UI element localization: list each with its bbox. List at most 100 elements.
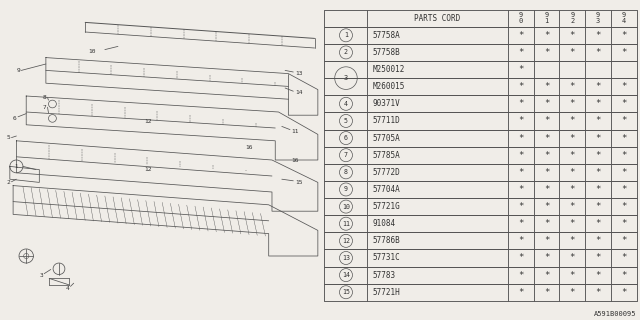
Bar: [585, 10, 611, 27]
Text: *: *: [621, 271, 627, 280]
Text: *: *: [570, 99, 575, 108]
Bar: [324, 215, 367, 232]
Text: 12: 12: [342, 238, 350, 244]
Text: *: *: [595, 82, 601, 91]
Bar: [585, 164, 611, 181]
Bar: [324, 61, 367, 78]
Text: 91084: 91084: [372, 219, 396, 228]
Text: *: *: [544, 219, 549, 228]
Bar: [585, 249, 611, 267]
Text: *: *: [595, 236, 601, 245]
Text: *: *: [595, 288, 601, 297]
Bar: [559, 61, 585, 78]
Bar: [585, 44, 611, 61]
Text: *: *: [544, 185, 549, 194]
Text: *: *: [518, 133, 524, 143]
Text: *: *: [621, 99, 627, 108]
Text: 6: 6: [13, 116, 17, 121]
Text: *: *: [621, 219, 627, 228]
Bar: [559, 95, 585, 112]
Bar: [367, 232, 508, 249]
Bar: [559, 284, 585, 301]
Text: 11: 11: [342, 221, 350, 227]
Text: A591B00095: A591B00095: [595, 311, 637, 317]
Text: *: *: [595, 271, 601, 280]
Bar: [611, 164, 637, 181]
Bar: [508, 27, 534, 44]
Bar: [534, 27, 559, 44]
Bar: [508, 181, 534, 198]
Bar: [508, 267, 534, 284]
Text: *: *: [595, 99, 601, 108]
Text: 8: 8: [43, 95, 46, 100]
Bar: [585, 198, 611, 215]
Text: *: *: [518, 168, 524, 177]
Bar: [611, 198, 637, 215]
Text: 13: 13: [342, 255, 350, 261]
Text: 4: 4: [65, 285, 69, 291]
Text: *: *: [518, 236, 524, 245]
Text: 13: 13: [295, 71, 303, 76]
Text: *: *: [544, 48, 549, 57]
Text: *: *: [621, 185, 627, 194]
Text: *: *: [570, 151, 575, 160]
Bar: [585, 147, 611, 164]
Text: M260015: M260015: [372, 82, 404, 91]
Text: *: *: [595, 185, 601, 194]
Text: M250012: M250012: [372, 65, 404, 74]
Text: *: *: [518, 31, 524, 40]
Text: 57758A: 57758A: [372, 31, 400, 40]
Bar: [559, 215, 585, 232]
Text: *: *: [544, 99, 549, 108]
Text: *: *: [518, 271, 524, 280]
Bar: [508, 147, 534, 164]
Bar: [611, 130, 637, 147]
Bar: [508, 232, 534, 249]
Text: 11: 11: [292, 129, 299, 134]
Text: *: *: [518, 202, 524, 211]
Text: *: *: [570, 253, 575, 262]
Bar: [367, 27, 508, 44]
Bar: [324, 267, 367, 284]
Text: *: *: [570, 133, 575, 143]
Text: *: *: [570, 236, 575, 245]
Bar: [534, 181, 559, 198]
Bar: [367, 164, 508, 181]
Bar: [324, 181, 367, 198]
Bar: [508, 284, 534, 301]
Bar: [559, 181, 585, 198]
Bar: [559, 164, 585, 181]
Text: *: *: [544, 116, 549, 125]
Bar: [324, 232, 367, 249]
Text: 12: 12: [144, 119, 152, 124]
Bar: [585, 232, 611, 249]
Text: *: *: [544, 271, 549, 280]
Bar: [559, 267, 585, 284]
Text: *: *: [595, 31, 601, 40]
Text: *: *: [621, 168, 627, 177]
Bar: [367, 267, 508, 284]
Bar: [324, 61, 637, 78]
Bar: [611, 61, 637, 78]
Bar: [324, 249, 367, 267]
Text: *: *: [621, 253, 627, 262]
Text: 5: 5: [6, 135, 10, 140]
Text: *: *: [570, 219, 575, 228]
Bar: [508, 95, 534, 112]
Text: 57786B: 57786B: [372, 236, 400, 245]
Bar: [324, 112, 637, 130]
Text: *: *: [621, 236, 627, 245]
Text: *: *: [518, 116, 524, 125]
Bar: [611, 27, 637, 44]
Text: *: *: [621, 31, 627, 40]
Text: 2: 2: [6, 180, 10, 185]
Text: PARTS CORD: PARTS CORD: [415, 14, 461, 23]
Bar: [367, 215, 508, 232]
Bar: [324, 95, 637, 112]
Bar: [585, 130, 611, 147]
Text: 9
0: 9 0: [518, 12, 523, 24]
Bar: [559, 27, 585, 44]
Text: *: *: [544, 82, 549, 91]
Text: *: *: [595, 168, 601, 177]
Text: *: *: [518, 82, 524, 91]
